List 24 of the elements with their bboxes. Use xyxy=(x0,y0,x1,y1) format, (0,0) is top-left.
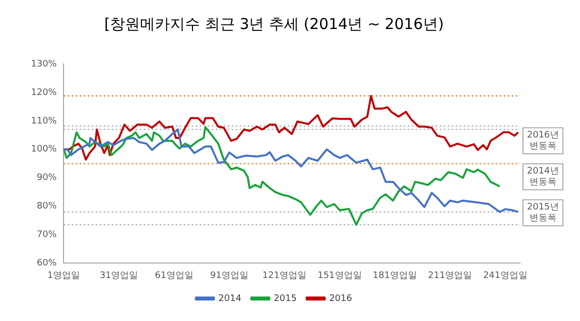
chart-title: [창원메카지수 최근 3년 추세 (2014년 ~ 2016년) xyxy=(104,14,444,33)
y-tick-label: 70% xyxy=(36,230,58,240)
x-tick-label: 91영업일 xyxy=(210,270,249,281)
y-tick-label: 110% xyxy=(30,116,58,126)
y-tick-label: 120% xyxy=(30,88,58,98)
x-tick-label: 211영업일 xyxy=(428,270,472,281)
x-tick-label: 1영업일 xyxy=(47,270,80,281)
x-tick-label: 121영업일 xyxy=(262,270,307,281)
text: 2015년 변동폭 xyxy=(527,202,559,224)
text: 2016년 변동폭 xyxy=(527,130,559,152)
y-tick-label: 100% xyxy=(30,144,58,155)
x-tick-label: 151영업일 xyxy=(318,270,362,281)
x-tick-label: 31영업일 xyxy=(100,270,138,281)
x-tick-label: 181영업일 xyxy=(372,270,417,281)
y-tick-label: 60% xyxy=(36,258,58,269)
legend-label: 2015 xyxy=(274,294,297,304)
y-tick-label: 130% xyxy=(30,59,58,70)
legend-label: 2016 xyxy=(329,294,352,304)
legend-label: 2014 xyxy=(218,294,242,304)
y-tick-label: 80% xyxy=(36,202,58,212)
y-tick-label: 90% xyxy=(36,173,58,184)
x-tick-label: 61영업일 xyxy=(154,270,194,281)
text: 2014년 변동폭 xyxy=(527,166,559,188)
x-tick-label: 241영업일 xyxy=(483,270,528,281)
